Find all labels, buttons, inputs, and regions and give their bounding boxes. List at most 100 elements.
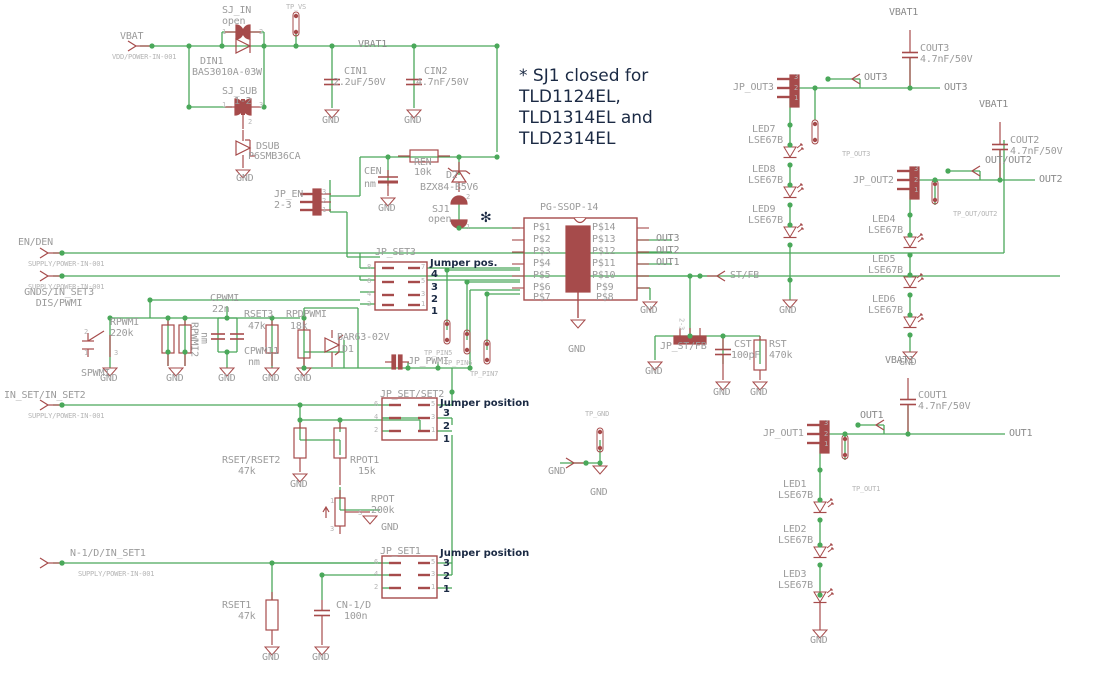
gnd-rpwmi: GND (166, 373, 184, 384)
jp-out3-name: JP_OUT3 (733, 82, 774, 93)
led3-type: LSE67B (778, 580, 813, 591)
jp-set3-pos-1: 1 (431, 306, 438, 317)
jp-set1-left-6: 6 (374, 558, 379, 566)
net-label-vbat1-out3: VBAT1 (889, 7, 919, 18)
gnd-out2-leds: GND (899, 357, 917, 368)
cout1-name: COUT1 (918, 390, 948, 401)
ic-pin-p8: P$8 (596, 292, 614, 303)
jp-set1-left-2: 2 (374, 583, 379, 591)
port-sub-n1d: SUPPLY/POWER-IN-001 (78, 570, 155, 578)
cout2-name: COUT2 (1010, 135, 1040, 146)
wire-layer (53, 30, 1060, 600)
jp-set-set2-pos-3: 3 (443, 408, 450, 419)
gnd-cen: GND (378, 203, 396, 214)
led7-name: LED7 (752, 124, 776, 135)
jp-set3-right-1: 1 (421, 300, 426, 308)
junction-layer (59, 43, 1003, 598)
rst-value: 470k (769, 350, 793, 361)
sj-in-name: SJ_IN (222, 5, 252, 16)
cpwmi1-value: nm (248, 357, 260, 368)
ic-pin-p12: P$12 (592, 246, 616, 257)
rset3-name: RSET3 (244, 309, 274, 320)
cn-1-d-value: 100n (344, 611, 368, 622)
tp-out1-label: TP_OUT1 (852, 485, 881, 493)
gnd-cst: GND (713, 387, 731, 398)
sj1-value: open (428, 214, 452, 225)
net-label-vbat1-out2: VBAT1 (979, 99, 1009, 110)
cst-name: CST (734, 339, 752, 350)
ic-out-label-out3: OUT3 (656, 233, 680, 244)
gnd-ic-p9: GND (640, 305, 658, 316)
led9-type: LSE67B (748, 215, 783, 226)
tp-out-out2-label: TP_OUT/OUT2 (953, 210, 998, 218)
gnd-jp-stfb: GND (645, 366, 663, 377)
jp-set1-pos-1: 1 (443, 584, 450, 595)
tp-out3-label: TP_OUT3 (842, 150, 871, 158)
port-label-gnds: GNDS/IN_SET3 DIS/PWMI (24, 287, 94, 309)
jp-set3-right-5: 5 (421, 277, 426, 285)
jp-set-set2-title: Jumper position (440, 398, 530, 409)
sj1-pin2: 2 (466, 193, 471, 201)
cout1-value: 4.7nF/50V (918, 401, 971, 412)
ic-pin-p11: P$11 (592, 258, 616, 269)
ic-pin-p4: P$4 (533, 258, 551, 269)
jp-set-set2-right-5: 5 (431, 400, 436, 408)
jp-set1-left-4: 4 (374, 570, 379, 578)
sj-in-pin2: 2 (259, 28, 264, 36)
jp-set1-name: JP_SET1 (380, 546, 421, 557)
jp-set1-title: Jumper position (440, 548, 530, 559)
led4-type: LSE67B (868, 225, 903, 236)
jp-en-pin2: 2 (322, 197, 327, 205)
rpot1-value: 15k (358, 466, 376, 477)
jp-set3-pos-4: 4 (431, 269, 438, 280)
jp-set1-pos-3: 3 (443, 558, 450, 569)
gnd-rpdpwmi: GND (294, 373, 312, 384)
port-label-en-den: EN/DEN (18, 237, 53, 248)
gnd-out1-leds: GND (810, 635, 828, 646)
jp-set-set2-pos-2: 2 (443, 421, 450, 432)
led2-type: LSE67B (778, 535, 813, 546)
ic-package-label: PG-SSOP-14 (540, 202, 599, 213)
d2-name: D2 (446, 170, 458, 181)
rpot-value: 200k (371, 505, 395, 516)
cout3-name: COUT3 (920, 43, 950, 54)
tp-pin6-label: TP_PIN6 (444, 359, 473, 367)
tp-pin7-label: TP_PIN7 (470, 370, 499, 378)
gnd-rset1: GND (262, 652, 280, 663)
tp-pin5-label: TP_PIN5 (424, 349, 453, 357)
asterisk-marker: ✻ (480, 210, 492, 226)
sj1-pin1: 1 (466, 223, 471, 231)
ic-pin-p3: P$3 (533, 246, 551, 257)
jp-pwmi-name: JP_PWMI (408, 356, 449, 367)
jp-out3-pin1: 1 (794, 94, 799, 102)
spwmi-pin1: 1 (84, 349, 89, 357)
gnd-dsub: GND (236, 173, 254, 184)
sj1-name: SJ1 (432, 204, 450, 215)
led4-name: LED4 (872, 214, 896, 225)
cout3-value: 4.7nF/50V (920, 54, 973, 65)
net-label-vbat1-out1: VBAT1 (885, 355, 915, 366)
jp-out1-name: JP_OUT1 (763, 428, 804, 439)
jp-out3-pin2: 2 (794, 84, 799, 92)
jp-set-set2-left-4: 4 (374, 413, 379, 421)
jp-set3-left-4: 4 (367, 290, 372, 298)
jp-set-set2-name: JP_SET/SET2 (380, 389, 445, 400)
cpwmi-value: 22n (212, 304, 230, 315)
jp-en-value: 2-3 (274, 200, 292, 211)
rpdpwmi-value: 18k (290, 321, 308, 332)
port-sub-vbat: VDD/POWER-IN-001 (112, 53, 177, 61)
cst-value: 100pF (731, 350, 761, 361)
gnd-rset2: GND (290, 479, 308, 490)
rpot-pin3: 3 (330, 525, 335, 533)
jp-set3-pos-3: 3 (431, 282, 438, 293)
cn-1-d-name: CN-1/D (336, 600, 371, 611)
rset1-name: RSET1 (222, 600, 252, 611)
port-label-n1d: N-1/D/IN_SET1 (70, 548, 146, 559)
jp-set3-right-3: 3 (421, 290, 426, 298)
rst-name: RST (769, 339, 787, 350)
rset-rset2-name: RSET/RSET2 (222, 455, 281, 466)
cpwmi1-name: CPWMI1 (244, 346, 279, 357)
port-label-st-fb: ST/FB (730, 270, 760, 281)
sj-sub-pin1: 1 (222, 101, 227, 109)
